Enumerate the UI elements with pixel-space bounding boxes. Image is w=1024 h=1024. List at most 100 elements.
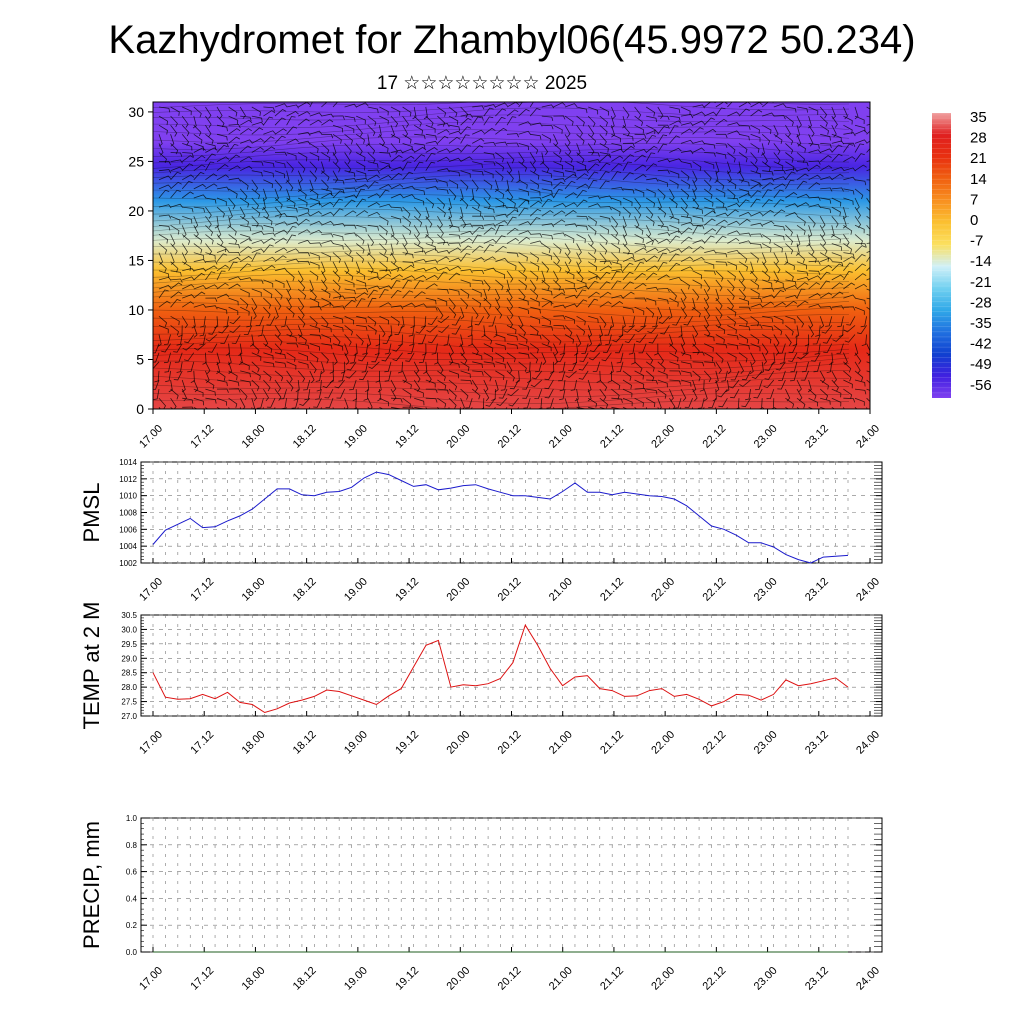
wind-barb — [286, 197, 296, 208]
wind-barb — [599, 291, 612, 299]
wind-barb — [634, 149, 647, 153]
wind-barb — [332, 234, 344, 241]
wind-barb — [773, 209, 786, 217]
wind-barb — [495, 245, 507, 253]
x-tick-label: 21.12 — [598, 965, 626, 993]
wind-barb — [286, 221, 299, 226]
wind-barb — [715, 270, 724, 282]
wind-barb — [715, 212, 729, 217]
wind-barb — [854, 206, 861, 219]
wind-barb — [437, 388, 449, 394]
wind-barb — [775, 361, 786, 371]
wind-barb — [367, 106, 379, 114]
wind-barb — [367, 398, 373, 409]
wind-barb — [451, 316, 461, 326]
wind-barb — [541, 198, 553, 208]
wind-barb — [286, 352, 296, 362]
wind-barb — [599, 281, 611, 290]
wind-barb — [460, 237, 473, 244]
wind-barb — [634, 164, 647, 172]
contour-line — [153, 102, 850, 113]
wind-barb — [286, 258, 299, 263]
wind-barb — [448, 130, 462, 135]
wind-barb — [727, 306, 737, 317]
wind-barb — [414, 406, 425, 409]
wind-barb — [611, 125, 615, 138]
wind-barb — [769, 398, 775, 409]
wind-barb — [381, 352, 392, 362]
x-tick-label: 18.12 — [291, 965, 319, 993]
wind-barb — [506, 288, 513, 301]
wind-barb — [541, 279, 550, 291]
wind-barb — [332, 198, 344, 208]
wind-barb — [692, 351, 705, 356]
wind-barb — [344, 115, 356, 122]
wind-barb — [506, 352, 516, 363]
wind-barb — [309, 352, 319, 363]
wind-barb — [321, 325, 332, 333]
wind-barb — [425, 161, 436, 171]
wind-barb — [587, 124, 595, 138]
wind-barb — [599, 143, 609, 153]
wind-barb — [367, 115, 377, 127]
x-tick-label: 22.00 — [649, 576, 677, 604]
wind-barb — [704, 152, 716, 157]
wind-barb — [622, 388, 633, 398]
wind-barb — [761, 234, 772, 244]
wind-barb — [599, 379, 608, 392]
wind-barb — [760, 143, 765, 156]
wind-barb — [205, 305, 218, 310]
wind-barb — [611, 261, 622, 269]
wind-barb — [564, 152, 573, 164]
wind-barb — [680, 297, 686, 311]
wind-barb — [750, 152, 758, 164]
wind-barb — [297, 306, 305, 319]
wind-barb — [634, 197, 642, 210]
wind-barb — [846, 316, 856, 326]
wind-barb — [359, 370, 369, 381]
wind-barb — [669, 170, 680, 179]
wind-barb — [483, 370, 492, 382]
wind-barb — [657, 134, 668, 144]
wind-barb — [843, 132, 856, 137]
wind-barb — [182, 174, 195, 181]
wind-barb — [587, 261, 598, 271]
wind-barb — [854, 370, 864, 382]
wind-barb — [599, 206, 612, 211]
wind-barb — [448, 272, 461, 281]
wind-barb — [495, 213, 508, 218]
wind-barb — [240, 224, 252, 232]
x-tick-label: 19.12 — [393, 576, 421, 604]
y-tick-label: 0.4 — [126, 894, 138, 903]
colorbar-label: 21 — [970, 150, 987, 167]
wind-barb — [321, 179, 329, 191]
wind-barb — [228, 154, 240, 162]
wind-barb — [251, 361, 260, 373]
wind-barb — [506, 237, 519, 244]
wind-barb — [425, 185, 439, 190]
wind-barb — [785, 168, 798, 173]
wind-barb — [402, 115, 409, 128]
wind-barb — [425, 124, 436, 133]
wind-barb — [437, 115, 446, 127]
wind-barb — [367, 161, 379, 168]
wind-barb — [332, 295, 346, 300]
wind-barb — [808, 388, 817, 400]
wind-barb — [530, 188, 541, 196]
wind-barb — [518, 361, 527, 373]
wind-barb — [315, 370, 322, 382]
wind-barb — [611, 225, 619, 237]
x-tick-label: 17.00 — [137, 576, 165, 604]
wind-barb — [808, 196, 821, 201]
wind-barb — [413, 280, 424, 290]
wind-barb — [472, 361, 483, 369]
wind-barb — [251, 197, 259, 210]
wind-barb — [216, 270, 226, 281]
wind-barb — [448, 188, 457, 201]
wind-barb — [274, 179, 283, 191]
wind-barb — [812, 334, 821, 345]
wind-barb — [657, 143, 668, 153]
wind-barb — [843, 262, 854, 272]
wind-barb — [321, 102, 333, 108]
wind-barb — [529, 252, 539, 263]
